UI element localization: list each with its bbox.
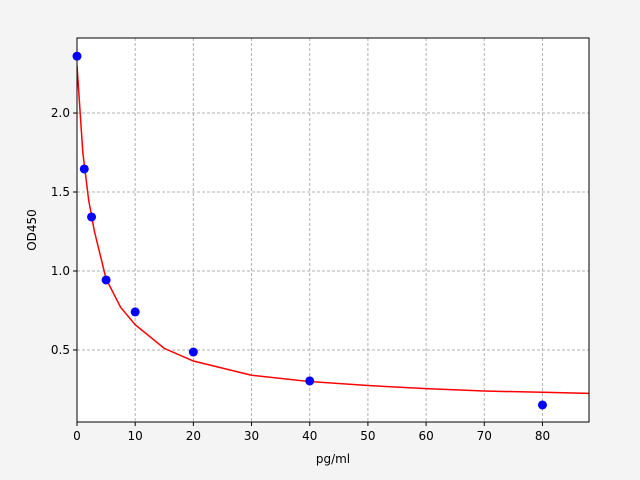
data-point bbox=[101, 275, 111, 285]
plot-area bbox=[77, 38, 589, 422]
x-axis-label: pg/ml bbox=[316, 452, 350, 466]
y-axis-label: OD450 bbox=[25, 209, 39, 251]
x-tick-label: 50 bbox=[360, 429, 375, 443]
x-tick-label: 0 bbox=[73, 429, 81, 443]
x-tick-label: 40 bbox=[302, 429, 317, 443]
y-tick-label: 0.5 bbox=[51, 343, 70, 357]
x-tick-label: 10 bbox=[128, 429, 143, 443]
x-tick-label: 20 bbox=[186, 429, 201, 443]
x-tick-label: 60 bbox=[418, 429, 433, 443]
x-tick-label: 30 bbox=[244, 429, 259, 443]
data-point bbox=[305, 376, 315, 386]
data-point bbox=[72, 51, 82, 61]
y-tick-label: 2.0 bbox=[51, 106, 70, 120]
y-tick-label: 1.0 bbox=[51, 264, 70, 278]
data-point bbox=[537, 400, 547, 410]
data-point bbox=[130, 307, 140, 317]
data-point bbox=[188, 347, 198, 357]
x-tick-label: 70 bbox=[477, 429, 492, 443]
x-tick-label: 80 bbox=[535, 429, 550, 443]
y-tick-label: 1.5 bbox=[51, 185, 70, 199]
grid bbox=[76, 38, 589, 422]
data-point bbox=[79, 164, 89, 174]
ticks: 0 10 20 30 40 50 60 70 80 0.5 1.0 1.5 2.0 bbox=[51, 106, 550, 443]
data-point bbox=[87, 212, 97, 222]
plot-frame bbox=[76, 37, 590, 423]
